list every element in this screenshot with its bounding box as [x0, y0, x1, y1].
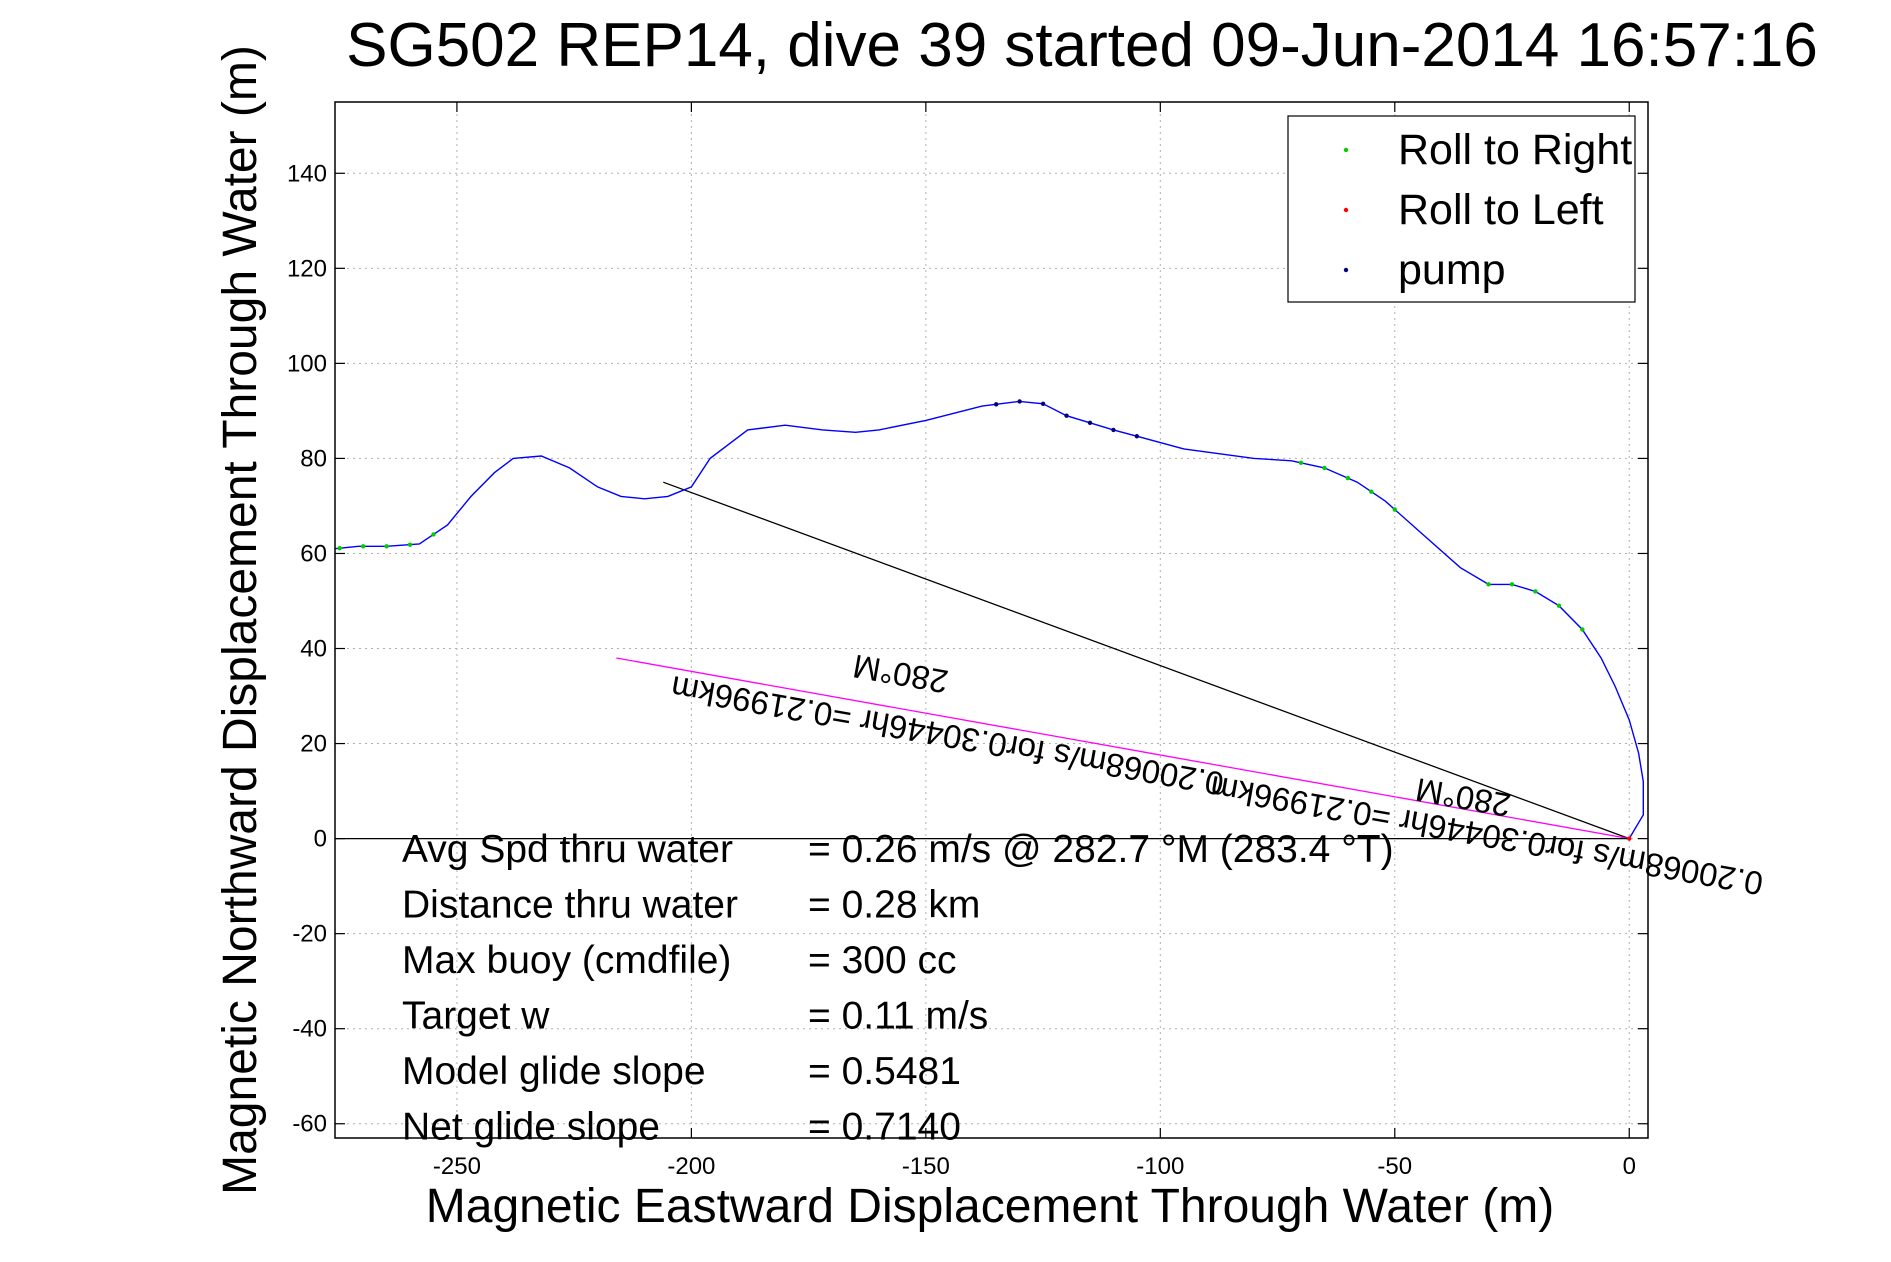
pump-marker	[1111, 427, 1116, 433]
x-tick-label: -50	[1377, 1153, 1412, 1180]
legend: Roll to Right Roll to Left pump	[1287, 115, 1636, 303]
roll-right-marker	[1392, 507, 1397, 512]
roll-right-marker	[407, 542, 413, 547]
pump-marker	[1017, 399, 1022, 404]
reference-line	[663, 481, 1630, 840]
stats-block: Avg Spd thru water = 0.26 m/s @ 282.7 °M …	[402, 828, 1394, 1149]
axes-box	[334, 101, 1649, 1139]
y-axis-label: Magnetic Northward Displacement Through …	[214, 45, 267, 1195]
y-tick-label: 40	[300, 636, 327, 663]
pump-marker	[1087, 420, 1093, 425]
y-tick-label: 60	[300, 540, 327, 567]
roll-right-marker	[1345, 475, 1351, 481]
x-axis-label: Magnetic Eastward Displacement Through W…	[426, 1180, 1554, 1233]
x-tick-label: -200	[667, 1153, 715, 1180]
stat-value: = 0.28 km	[808, 884, 980, 927]
pump-marker	[1040, 401, 1046, 406]
y-tick-label: -20	[292, 921, 327, 948]
x-tick-label: -150	[902, 1153, 950, 1180]
stat-value: = 0.5481	[808, 1050, 961, 1093]
x-tick-label: -250	[433, 1153, 481, 1180]
y-tick-label: 120	[287, 255, 327, 282]
y-tick-label: 100	[287, 350, 327, 377]
legend-label: Roll to Left	[1398, 186, 1604, 234]
legend-marker	[1343, 147, 1349, 153]
stat-value: = 0.11 m/s	[808, 995, 988, 1038]
roll-right-marker	[1298, 460, 1304, 466]
stat-label: Max buoy (cmdfile)	[402, 939, 731, 982]
roll-right-marker	[1556, 603, 1562, 608]
roll-right-marker	[1533, 589, 1538, 594]
y-tick-label: -40	[292, 1016, 327, 1043]
legend-label: pump	[1398, 246, 1506, 294]
roll-right-marker	[1580, 627, 1585, 632]
y-tick-label: -60	[292, 1111, 327, 1138]
roll-left-marker	[1627, 836, 1632, 841]
y-tick-label: 0	[314, 826, 327, 853]
y-tick-label: 140	[287, 160, 327, 187]
stat-value: = 0.26 m/s @ 282.7 °M (283.4 °T)	[808, 828, 1394, 871]
stat-label: Distance thru water	[402, 884, 738, 927]
stat-label: Target w	[402, 995, 550, 1038]
roll-right-marker	[1322, 465, 1327, 471]
stat-label: Net glide slope	[402, 1106, 660, 1149]
stat-label: Model glide slope	[402, 1050, 706, 1093]
reference-line	[616, 657, 1630, 840]
stat-label: Avg Spd thru water	[402, 828, 733, 871]
y-tick-label: 80	[300, 445, 327, 472]
x-tick-label: -100	[1136, 1153, 1184, 1180]
legend-marker	[1343, 207, 1349, 213]
pump-marker	[993, 402, 999, 407]
y-tick-label: 20	[300, 731, 327, 758]
roll-right-marker	[360, 544, 366, 549]
roll-right-marker	[1486, 582, 1491, 587]
grid	[335, 102, 1648, 1138]
chart-title: SG502 REP14, dive 39 started 09-Jun-2014…	[346, 11, 1818, 80]
roll-right-marker	[384, 544, 389, 549]
roll-right-marker	[431, 532, 436, 537]
roll-right-marker	[1509, 582, 1515, 587]
pump-marker	[1134, 434, 1140, 439]
ticks: -250 -200 -150 -100 -50 0-60-40-2002040608010…	[287, 102, 1648, 1180]
legend-marker	[1343, 267, 1349, 273]
stat-value: = 0.7140	[808, 1106, 961, 1149]
legend-label: Roll to Right	[1398, 126, 1632, 174]
roll-right-marker	[1369, 489, 1374, 494]
stat-value: = 300 cc	[808, 939, 957, 982]
x-tick-label: 0	[1623, 1153, 1636, 1180]
pump-marker	[1064, 413, 1069, 418]
roll-right-marker	[337, 546, 342, 551]
